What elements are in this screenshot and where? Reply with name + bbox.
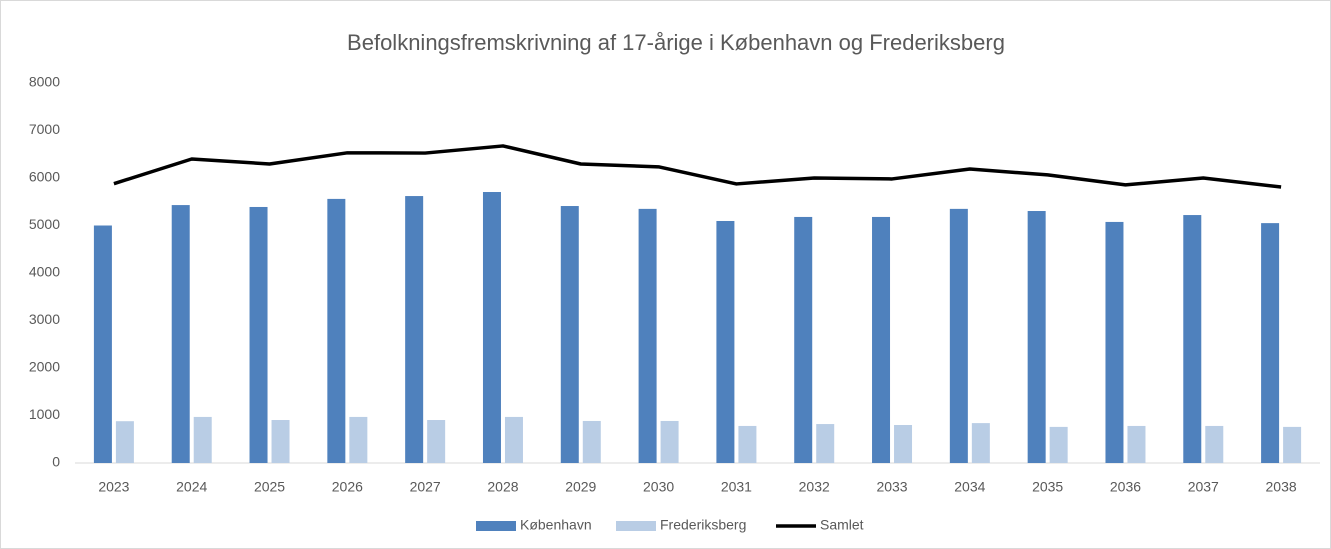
y-tick-label: 2000 <box>29 359 60 375</box>
x-tick-label: 2035 <box>1032 479 1063 495</box>
bar <box>582 420 601 463</box>
x-tick-label: 2032 <box>799 479 830 495</box>
bar <box>193 416 212 463</box>
x-tick-label: 2038 <box>1266 479 1297 495</box>
legend-label: Samlet <box>820 517 864 533</box>
bar <box>93 225 112 463</box>
x-tick-label: 2037 <box>1188 479 1219 495</box>
x-tick-label: 2036 <box>1110 479 1141 495</box>
bar <box>738 425 757 463</box>
chart-title: Befolkningsfremskrivning af 17-årige i K… <box>347 30 1005 55</box>
y-tick-label: 4000 <box>29 264 60 280</box>
bar <box>794 216 813 463</box>
bar <box>349 416 368 463</box>
bar <box>504 416 523 463</box>
bar <box>660 420 679 463</box>
y-tick-label: 1000 <box>29 406 60 422</box>
legend-label: København <box>520 517 592 533</box>
bar <box>1183 215 1202 463</box>
x-tick-label: 2025 <box>254 479 285 495</box>
bar <box>1283 426 1302 463</box>
bar <box>427 420 446 463</box>
bar <box>1027 211 1046 463</box>
x-tick-label: 2030 <box>643 479 674 495</box>
x-tick-label: 2027 <box>410 479 441 495</box>
legend-swatch <box>476 521 516 531</box>
x-tick-label: 2029 <box>565 479 596 495</box>
bar <box>1261 223 1280 463</box>
x-tick-label: 2024 <box>176 479 207 495</box>
bar <box>816 424 835 463</box>
bar <box>1205 425 1224 463</box>
bar <box>1127 425 1146 463</box>
bar <box>971 423 990 463</box>
x-tick-label: 2023 <box>98 479 129 495</box>
x-tick-label: 2034 <box>954 479 985 495</box>
bar <box>271 420 290 463</box>
bar <box>327 198 346 463</box>
bar <box>171 205 190 463</box>
line <box>113 144 1282 189</box>
x-tick-label: 2028 <box>487 479 518 495</box>
y-tick-label: 5000 <box>29 216 60 232</box>
bar <box>482 192 501 463</box>
bar <box>115 421 134 463</box>
y-tick-label: 3000 <box>29 311 60 327</box>
y-tick-label: 0 <box>52 454 60 470</box>
y-tick-label: 8000 <box>29 74 60 90</box>
legend-label: Frederiksberg <box>660 517 746 533</box>
bar <box>716 220 735 463</box>
bar <box>1049 426 1068 463</box>
x-tick-label: 2031 <box>721 479 752 495</box>
x-tick-label: 2033 <box>876 479 907 495</box>
y-tick-label: 6000 <box>29 169 60 185</box>
bar <box>560 206 579 463</box>
bar <box>405 196 424 464</box>
x-tick-label: 2026 <box>332 479 363 495</box>
bar <box>894 425 913 463</box>
bar <box>249 206 268 463</box>
bar <box>638 208 657 463</box>
bar <box>1105 221 1124 463</box>
bar <box>949 208 968 463</box>
y-tick-label: 7000 <box>29 121 60 137</box>
bar <box>872 216 891 463</box>
legend-swatch <box>616 521 656 531</box>
